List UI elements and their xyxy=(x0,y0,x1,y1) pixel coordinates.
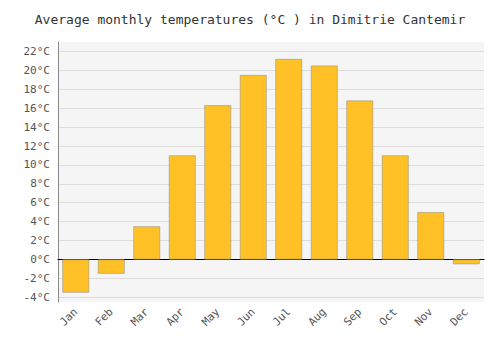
svg-text:8°C: 8°C xyxy=(30,177,50,190)
svg-text:Oct: Oct xyxy=(377,305,400,328)
svg-text:Feb: Feb xyxy=(93,305,116,328)
svg-text:Jan: Jan xyxy=(57,305,80,328)
svg-text:Jul: Jul xyxy=(270,305,293,328)
svg-text:14°C: 14°C xyxy=(24,121,51,134)
svg-text:2°C: 2°C xyxy=(30,234,50,247)
svg-text:Dec: Dec xyxy=(448,305,471,328)
svg-text:Aug: Aug xyxy=(306,305,329,328)
svg-text:0°C: 0°C xyxy=(30,253,50,266)
svg-text:4°C: 4°C xyxy=(30,215,50,228)
svg-text:22°C: 22°C xyxy=(24,45,51,58)
svg-text:18°C: 18°C xyxy=(24,83,51,96)
svg-text:12°C: 12°C xyxy=(24,140,51,153)
svg-text:Nov: Nov xyxy=(412,305,435,328)
svg-text:6°C: 6°C xyxy=(30,196,50,209)
svg-text:Average monthly temperatures (: Average monthly temperatures (°C ) in Di… xyxy=(35,12,466,27)
svg-text:10°C: 10°C xyxy=(24,158,51,171)
svg-text:20°C: 20°C xyxy=(24,64,51,77)
svg-text:May: May xyxy=(199,305,222,328)
svg-text:-4°C: -4°C xyxy=(24,291,51,304)
svg-text:16°C: 16°C xyxy=(24,102,51,115)
svg-text:Sep: Sep xyxy=(341,305,364,328)
svg-text:Jun: Jun xyxy=(235,305,258,328)
svg-text:Apr: Apr xyxy=(164,305,187,328)
svg-text:Mar: Mar xyxy=(128,305,151,328)
svg-text:-2°C: -2°C xyxy=(24,272,51,285)
